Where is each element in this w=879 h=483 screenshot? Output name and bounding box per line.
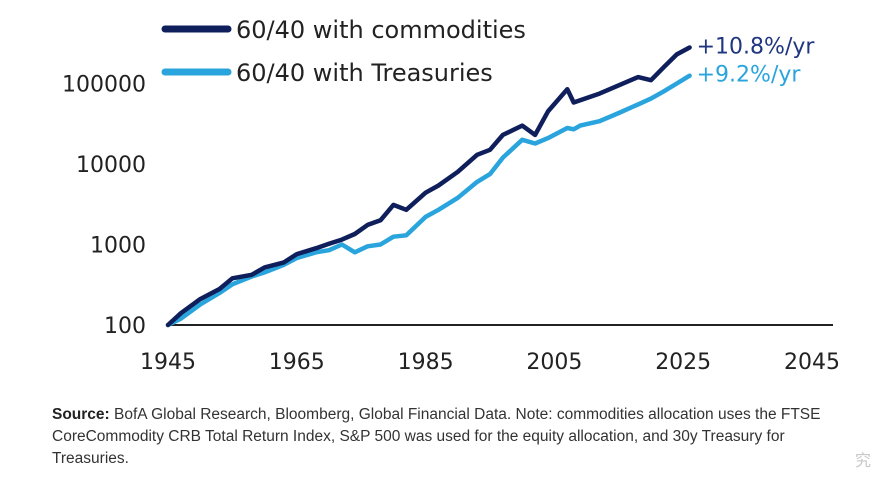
series-end-label: +10.8%/yr [697,35,816,60]
x-tick-label: 1965 [269,350,325,375]
y-axis-ticks: 100 1000 10000 100000 [62,73,146,340]
source-label: Source: [52,406,110,423]
y-tick-label: 100 [104,314,146,339]
series-line [165,73,692,328]
legend: 60/40 with commodities 60/40 with Treasur… [161,16,526,87]
series-group [165,45,692,328]
watermark: 究 [854,451,871,470]
y-tick-label: 100000 [62,73,146,98]
chart: 100 1000 10000 100000 1945 1965 1985 2005 2025 2… [62,16,840,375]
source-text: BofA Global Research, Bloomberg, Global … [52,406,821,467]
end-labels: +10.8%/yr +9.2%/yr [697,35,816,88]
x-tick-label: 1945 [140,350,196,375]
series-end-label: +9.2%/yr [697,63,802,88]
legend-label: 60/40 with commodities [236,16,526,44]
x-tick-label: 2005 [526,350,582,375]
x-tick-label: 1985 [398,350,454,375]
series-line [165,45,692,328]
y-tick-label: 1000 [90,234,146,259]
x-tick-label: 2045 [784,350,840,375]
source-note: Source: BofA Global Research, Bloomberg,… [52,404,842,470]
legend-label: 60/40 with Treasuries [236,59,493,87]
x-axis-ticks: 1945 1965 1985 2005 2025 2045 [140,350,840,375]
x-tick-label: 2025 [655,350,711,375]
y-tick-label: 10000 [76,153,146,178]
